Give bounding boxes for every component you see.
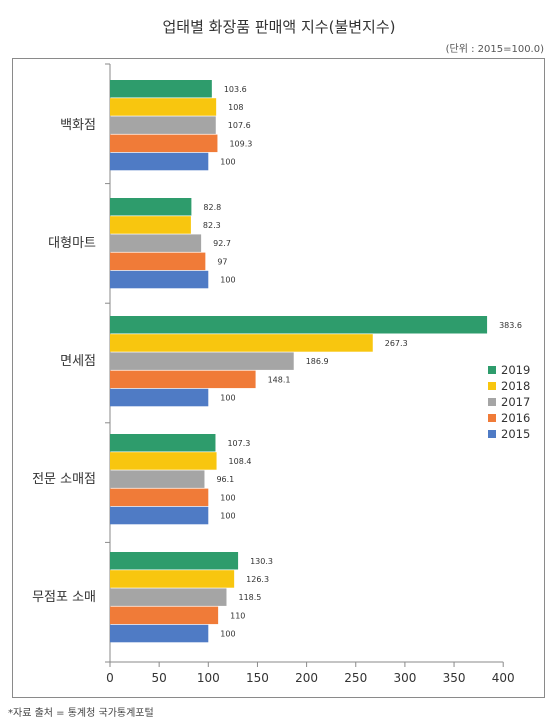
bar-value-label: 109.3	[229, 139, 252, 148]
bar	[110, 370, 256, 389]
bar	[110, 198, 192, 216]
bar-value-label: 107.3	[227, 439, 250, 448]
legend-item: 2016	[488, 410, 530, 426]
legend-label: 2017	[501, 395, 531, 409]
bar-value-label: 383.6	[499, 321, 522, 330]
bar-value-label: 82.3	[203, 221, 221, 230]
x-tick-label: 200	[295, 671, 318, 685]
bar-value-label: 92.7	[213, 239, 231, 248]
bar	[110, 252, 206, 271]
bar	[110, 606, 219, 625]
category-label: 백화점	[60, 118, 96, 133]
bar	[110, 552, 239, 570]
category-label: 대형마트	[48, 236, 96, 251]
bar	[110, 270, 209, 289]
unit-label: (단위 : 2015=100.0)	[445, 44, 544, 55]
bar-value-label: 82.8	[203, 203, 221, 212]
bar	[110, 334, 373, 352]
legend-swatch	[488, 366, 496, 374]
bar-value-label: 100	[220, 394, 235, 403]
x-tick-label: 400	[492, 671, 515, 685]
bar-value-label: 108.4	[229, 457, 252, 466]
chart-legend: 2019 2018 2017 2016 2015	[488, 362, 530, 442]
legend-label: 2018	[501, 379, 531, 393]
x-tick-label: 150	[246, 671, 269, 685]
bar	[110, 134, 218, 153]
legend-item: 2015	[488, 426, 530, 442]
category-label: 무점포 소매	[32, 590, 96, 605]
legend-item: 2018	[488, 378, 530, 394]
bar	[110, 316, 488, 334]
bar	[110, 152, 209, 171]
x-tick-label: 300	[393, 671, 416, 685]
bar-value-label: 130.3	[250, 557, 273, 566]
bar-value-label: 267.3	[385, 339, 408, 348]
x-tick-label: 250	[344, 671, 367, 685]
bar	[110, 470, 205, 488]
x-tick-label: 100	[197, 671, 220, 685]
bar-value-label: 148.1	[268, 375, 291, 384]
bar	[110, 570, 235, 588]
bar-value-label: 110	[230, 611, 245, 620]
legend-swatch	[488, 414, 496, 422]
bar	[110, 434, 216, 452]
bar-value-label: 186.9	[306, 357, 329, 366]
bar	[110, 588, 227, 606]
bar	[110, 98, 217, 116]
x-tick-label: 0	[106, 671, 114, 685]
bar	[110, 506, 209, 525]
bar	[110, 452, 217, 470]
bar	[110, 488, 209, 507]
bar-value-label: 118.5	[238, 593, 261, 602]
bar	[110, 216, 191, 234]
bar-value-label: 100	[220, 276, 235, 285]
chart-title: 업태별 화장품 판매액 지수(불변지수)	[162, 18, 396, 36]
legend-label: 2016	[501, 411, 531, 425]
bar-value-label: 100	[220, 493, 235, 502]
bar	[110, 624, 209, 643]
legend-swatch	[488, 430, 496, 438]
x-tick-label: 50	[152, 671, 167, 685]
category-label: 면세점	[60, 354, 96, 369]
source-note: *자료 출처 = 통계청 국가통계포털	[8, 708, 154, 719]
bar-value-label: 108	[228, 103, 243, 112]
bar-value-label: 100	[220, 158, 235, 167]
category-label: 전문 소매점	[32, 472, 96, 487]
legend-swatch	[488, 398, 496, 406]
x-tick-label: 350	[443, 671, 466, 685]
bar-value-label: 96.1	[216, 475, 234, 484]
bar-value-label: 97	[217, 257, 227, 266]
bar	[110, 116, 216, 134]
legend-label: 2019	[501, 363, 531, 377]
bar-value-label: 100	[220, 512, 235, 521]
bar-value-label: 103.6	[224, 85, 247, 94]
bar	[110, 388, 209, 407]
bar	[110, 234, 202, 252]
bar	[110, 80, 212, 98]
legend-item: 2017	[488, 394, 530, 410]
bar-value-label: 100	[220, 630, 235, 639]
bar	[110, 352, 294, 370]
bar-value-label: 107.6	[228, 121, 251, 130]
legend-item: 2019	[488, 362, 530, 378]
legend-label: 2015	[501, 427, 531, 441]
bar-value-label: 126.3	[246, 575, 269, 584]
legend-swatch	[488, 382, 496, 390]
chart-frame	[12, 58, 545, 698]
